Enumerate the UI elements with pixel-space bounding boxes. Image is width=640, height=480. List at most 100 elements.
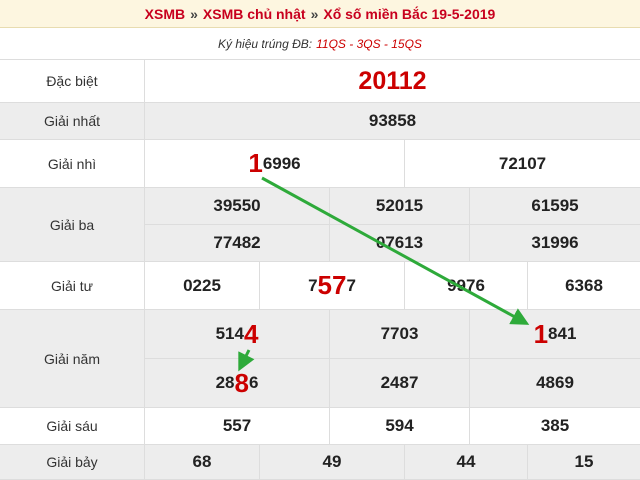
number: 15: [574, 452, 594, 471]
number: 77482: [213, 233, 261, 252]
prize-label: Giải tư: [0, 262, 145, 309]
number-cell: 4869: [470, 359, 640, 407]
number: 61595: [531, 196, 579, 215]
number: 72107: [498, 153, 547, 173]
breadcrumb-link[interactable]: Xổ số miền Bắc 19-5-2019: [323, 6, 496, 22]
breadcrumb-link[interactable]: XSMB: [144, 6, 186, 22]
prize-line: 68 49 44 15: [145, 445, 640, 479]
prize-values: 557 594 385: [145, 408, 640, 444]
highlight-digit: 1: [533, 318, 549, 349]
prize-line: 1 6996 72107: [145, 140, 640, 187]
number-cell: 77482: [145, 225, 330, 261]
results-table: Đặc biệt 20112 Giải nhất 93858 Giải nhì 1 6996…: [0, 60, 640, 480]
prize-label: Giải năm: [0, 310, 145, 407]
number: 49: [322, 452, 342, 471]
prize-row: Giải bảy 68 49 44 15: [0, 445, 640, 480]
number-cell: 557: [145, 408, 330, 444]
number-cell: 07613: [330, 225, 470, 261]
prize-line: 0225 7 57 7 9976 6368: [145, 262, 640, 309]
number: 52015: [375, 196, 424, 215]
prize-values: 68 49 44 15: [145, 445, 640, 479]
code-line: Ký hiệu trúng ĐB: 11QS - 3QS - 15QS: [0, 28, 640, 60]
number-cell: 72107: [405, 140, 640, 187]
number: 07613: [375, 233, 424, 252]
number-cell: 1 6996: [145, 140, 405, 187]
highlight-digit: 1: [248, 148, 263, 178]
highlight-digit: 8: [234, 367, 249, 398]
prize-row: Giải nhì 1 6996 72107: [0, 140, 640, 188]
prize-label: Giải bảy: [0, 445, 145, 479]
number-cell: 61595: [470, 188, 640, 224]
highlight-digit: 57: [317, 270, 347, 300]
prize-line: 20112: [145, 60, 640, 102]
prize-label: Giải nhất: [0, 103, 145, 139]
number-cell: 0225: [145, 262, 260, 309]
prize-row: Giải ba 39550 52015 61595 77482 07613 31996: [0, 188, 640, 262]
number: 68: [192, 452, 212, 471]
number-cell: 93858: [145, 103, 640, 139]
prize-label: Đặc biệt: [0, 60, 145, 102]
number-cell: 7703: [330, 310, 470, 358]
digit: 28: [215, 373, 235, 392]
number-cell: 9976: [405, 262, 528, 309]
prize-values: 1 6996 72107: [145, 140, 640, 187]
number-cell: 15: [528, 445, 640, 479]
number-cell: 594: [330, 408, 470, 444]
prize-values: 20112: [145, 60, 640, 102]
number-cell: 68: [145, 445, 260, 479]
number-cell: 44: [405, 445, 528, 479]
digit: 6: [248, 373, 259, 392]
prize-values: 514 4 7703 1 841 28 8 6 2487 4869: [145, 310, 640, 407]
prize-values: 93858: [145, 103, 640, 139]
prize-label: Giải sáu: [0, 408, 145, 444]
prize-label: Giải nhì: [0, 140, 145, 187]
prize-line: 514 4 7703 1 841: [145, 310, 640, 358]
breadcrumb-link[interactable]: XSMB chủ nhật: [202, 6, 306, 22]
number-cell: 28 8 6: [145, 359, 330, 407]
prize-row: Đặc biệt 20112: [0, 60, 640, 103]
number-cell: 1 841: [470, 310, 640, 358]
number: 9976: [447, 275, 485, 295]
prize-row: Giải tư 0225 7 57 7 9976 6368: [0, 262, 640, 310]
prize-values: 0225 7 57 7 9976 6368: [145, 262, 640, 309]
separator: »: [310, 6, 319, 22]
separator: »: [190, 6, 198, 22]
prize-row: Giải sáu 557 594 385: [0, 408, 640, 445]
prize-line: 39550 52015 61595: [145, 188, 640, 224]
prize-values: 39550 52015 61595 77482 07613 31996: [145, 188, 640, 261]
number-cell: 31996: [470, 225, 640, 261]
number: 2487: [380, 373, 419, 392]
digit: 6996: [262, 153, 301, 173]
number-cell: 39550: [145, 188, 330, 224]
prize-line: 557 594 385: [145, 408, 640, 444]
number-cell: 49: [260, 445, 405, 479]
prize-row: Giải năm 514 4 7703 1 841 28 8 6 2487 4869: [0, 310, 640, 408]
number: 6368: [565, 275, 603, 295]
number: 0225: [183, 275, 221, 295]
number: 93858: [368, 111, 417, 130]
number: 594: [385, 416, 414, 435]
number: 557: [222, 416, 252, 435]
number-cell: 514 4: [145, 310, 330, 358]
prize-line: 28 8 6 2487 4869: [145, 358, 640, 407]
number-cell: 7 57 7: [260, 262, 405, 309]
number: 31996: [531, 233, 579, 252]
number: 4869: [536, 373, 574, 392]
number-cell: 52015: [330, 188, 470, 224]
number-cell: 6368: [528, 262, 640, 309]
highlight-digit: 4: [243, 318, 259, 349]
number-cell: 385: [470, 408, 640, 444]
code-label: Ký hiệu trúng ĐB:: [218, 37, 313, 51]
digit: 7: [346, 275, 356, 295]
number: 7703: [380, 324, 419, 343]
number-cell: 2487: [330, 359, 470, 407]
digit: 7: [308, 275, 318, 295]
prize-line: 77482 07613 31996: [145, 224, 640, 261]
number: 385: [540, 416, 570, 435]
digit: 841: [548, 324, 577, 343]
prize-label: Giải ba: [0, 188, 145, 261]
number-cell: 20112: [145, 60, 640, 102]
digit: 514: [215, 324, 244, 343]
prize-line: 93858: [145, 103, 640, 139]
